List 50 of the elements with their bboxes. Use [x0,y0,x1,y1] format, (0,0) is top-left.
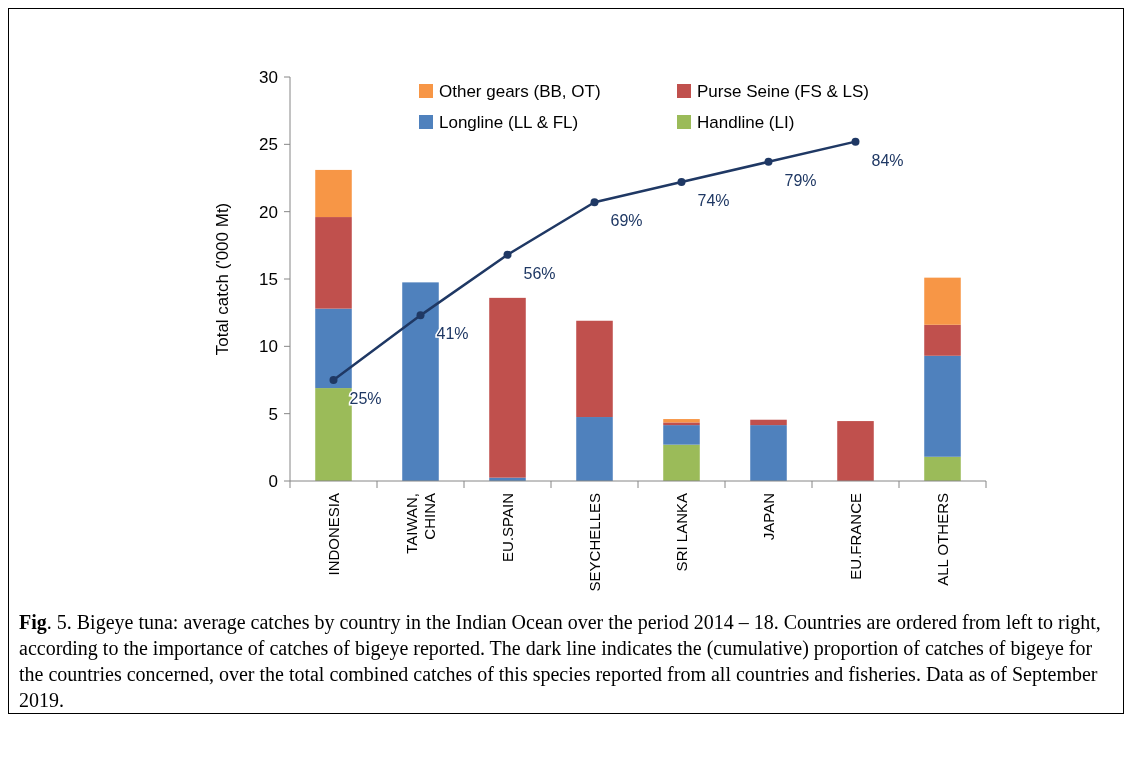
point [851,137,860,146]
bar [924,324,961,356]
x-tick-label: ALL OTHERS [933,493,951,586]
y-axis-title: Total catch ('000 Mt) [213,202,232,356]
y-tick-label: 20 [259,202,278,222]
point [416,311,425,320]
bar [924,277,961,325]
point [329,376,338,384]
x-tick-label: JAPAN [759,493,777,541]
data-label: 79% [784,171,817,189]
point [503,250,512,259]
x-tick-label: SRI LANKA [672,493,690,572]
caption: Fig. 5. Bigeye tuna: average catches by country in the Indian Ocean over the period 2014 – 18. Countries are ordered from left to right, according to the importance of catches of bigeye reported. The dark line indicates the (cumulative) proportion of catches of bigeye for the countries concerned, over the total combined catches of this species reported from all countries and fisheries. Data as of September 2019. [19,610,1102,713]
bar [837,421,874,481]
legend-label: Longline (LL & FL) [439,112,579,132]
bar [924,355,961,457]
y-tick-label: 10 [259,337,278,357]
bar [750,425,787,481]
bar [750,419,787,426]
y-tick-label: 30 [259,67,278,87]
data-label: 69% [610,212,643,230]
legend-label: Other gears (BB, OT) [439,81,601,101]
x-tick-label: SEYCHELLES [585,493,603,592]
x-tick-label: INDONESIA [324,493,342,576]
bar [315,217,352,309]
data-label: 84% [871,151,904,169]
x-tick-label: EU.FRANCE [846,493,864,580]
x-tick-label: EU.SPAIN [498,493,516,562]
bar [663,444,700,481]
y-tick-label: 25 [259,135,278,155]
y-tick-label: 5 [268,404,278,424]
point [764,157,773,166]
bar [315,388,352,481]
x-tick-label: TAIWAN, CHINA [402,493,438,554]
y-tick-label: 0 [268,471,278,491]
bar [576,320,613,418]
point [590,198,599,207]
point [677,178,686,187]
bar [576,417,613,481]
bar [315,169,352,218]
data-label: 74% [697,192,730,210]
bar [402,282,439,481]
bar [924,456,961,481]
legend-label: Handline (LI) [697,112,795,132]
bar [315,308,352,389]
bar [663,425,700,445]
y-tick-label: 15 [259,269,278,289]
data-label: 56% [523,264,556,282]
legend-label: Purse Seine (FS & LS) [697,81,869,101]
bar [489,297,526,478]
